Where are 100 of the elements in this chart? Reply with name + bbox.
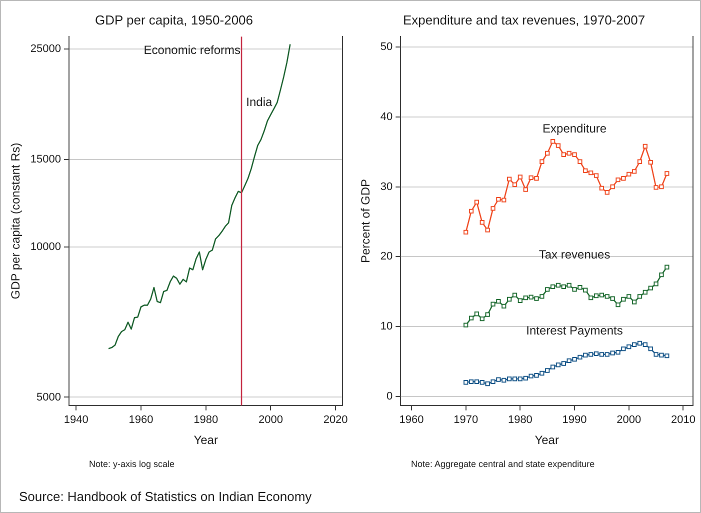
- point: [523, 376, 528, 380]
- point: [659, 352, 664, 358]
- point: [550, 139, 556, 144]
- point: [654, 282, 658, 286]
- point: [572, 356, 577, 362]
- y-tick-label: 0: [386, 390, 393, 402]
- point: [561, 284, 566, 289]
- point: [637, 340, 642, 346]
- point: [496, 298, 501, 304]
- point: [528, 294, 534, 300]
- x-tick-label: 1990: [562, 414, 587, 426]
- chart-title: Expenditure and tax revenues, 1970-2007: [402, 12, 646, 28]
- point: [594, 173, 599, 178]
- point: [534, 373, 539, 378]
- point: [518, 298, 523, 303]
- point: [654, 352, 658, 357]
- point: [648, 286, 653, 290]
- point: [604, 190, 610, 195]
- point: [648, 160, 653, 165]
- point: [523, 295, 528, 300]
- point: [545, 368, 550, 373]
- point: [550, 284, 556, 289]
- point: [583, 352, 588, 358]
- x-tick-label: 2010: [670, 414, 696, 426]
- point: [616, 302, 620, 308]
- point: [616, 350, 620, 355]
- point: [480, 380, 484, 385]
- y-axis-title: Percent of GDP: [358, 178, 373, 264]
- point: [556, 282, 561, 288]
- point: [528, 175, 534, 180]
- point: [534, 176, 539, 181]
- point: [637, 159, 642, 164]
- point: [642, 144, 648, 149]
- x-tick-label: 1980: [508, 414, 532, 426]
- point: [485, 228, 490, 232]
- point: [664, 171, 670, 176]
- point: [572, 152, 577, 157]
- point: [496, 377, 501, 382]
- point: [659, 272, 664, 278]
- point: [490, 302, 496, 306]
- y-tick-label: 40: [380, 110, 393, 123]
- point: [588, 352, 594, 357]
- point: [594, 293, 599, 298]
- x-tick-label: 1960: [399, 414, 424, 426]
- y-tick-label: 5000: [36, 391, 61, 404]
- point: [523, 187, 528, 192]
- x-tick-label: 1980: [194, 414, 218, 426]
- point: [616, 177, 620, 182]
- point: [474, 379, 480, 384]
- point: [654, 185, 658, 190]
- point: [518, 376, 523, 382]
- point: [626, 344, 632, 350]
- point: [578, 285, 582, 290]
- point: [626, 294, 632, 299]
- x-tick-label: 1940: [64, 414, 88, 426]
- point: [468, 379, 474, 384]
- point: [610, 184, 615, 190]
- point: [480, 220, 484, 225]
- point: [632, 342, 637, 347]
- point: [642, 342, 648, 347]
- point: [610, 350, 615, 356]
- y-tick-label: 10000: [30, 241, 61, 254]
- point: [578, 159, 582, 164]
- point: [566, 358, 572, 364]
- point: [540, 294, 544, 299]
- point: [626, 172, 632, 177]
- point: [561, 361, 566, 366]
- source-note: Source: Handbook of Statistics on Indian Economy: [19, 489, 312, 504]
- y-tick-label: 25000: [30, 42, 61, 55]
- point: [490, 379, 496, 384]
- point: [540, 370, 544, 376]
- x-tick-label: 2000: [258, 414, 283, 426]
- y-axis-title: GDP per capita (constant Rs): [8, 142, 23, 300]
- point: [621, 176, 626, 181]
- point: [512, 292, 518, 298]
- point: [594, 351, 599, 356]
- point: [528, 374, 534, 378]
- point: [648, 346, 653, 352]
- point: [518, 174, 523, 180]
- y-tick-label: 20: [380, 250, 393, 263]
- point: [506, 296, 512, 302]
- y-tick-label: 50: [380, 41, 393, 54]
- point: [464, 380, 468, 385]
- point: [545, 287, 550, 292]
- x-tick-label: 1970: [454, 414, 478, 426]
- point: [659, 184, 664, 190]
- point: [621, 296, 626, 302]
- point: [664, 264, 670, 270]
- point: [578, 354, 582, 360]
- point: [545, 150, 550, 156]
- point: [506, 176, 512, 182]
- point: [566, 282, 572, 288]
- point: [556, 143, 561, 148]
- point: [485, 312, 490, 317]
- y-tick-label: 10: [380, 320, 393, 332]
- point: [621, 346, 626, 352]
- point: [502, 198, 506, 202]
- point: [496, 197, 501, 202]
- point: [490, 206, 496, 211]
- point: [550, 364, 556, 370]
